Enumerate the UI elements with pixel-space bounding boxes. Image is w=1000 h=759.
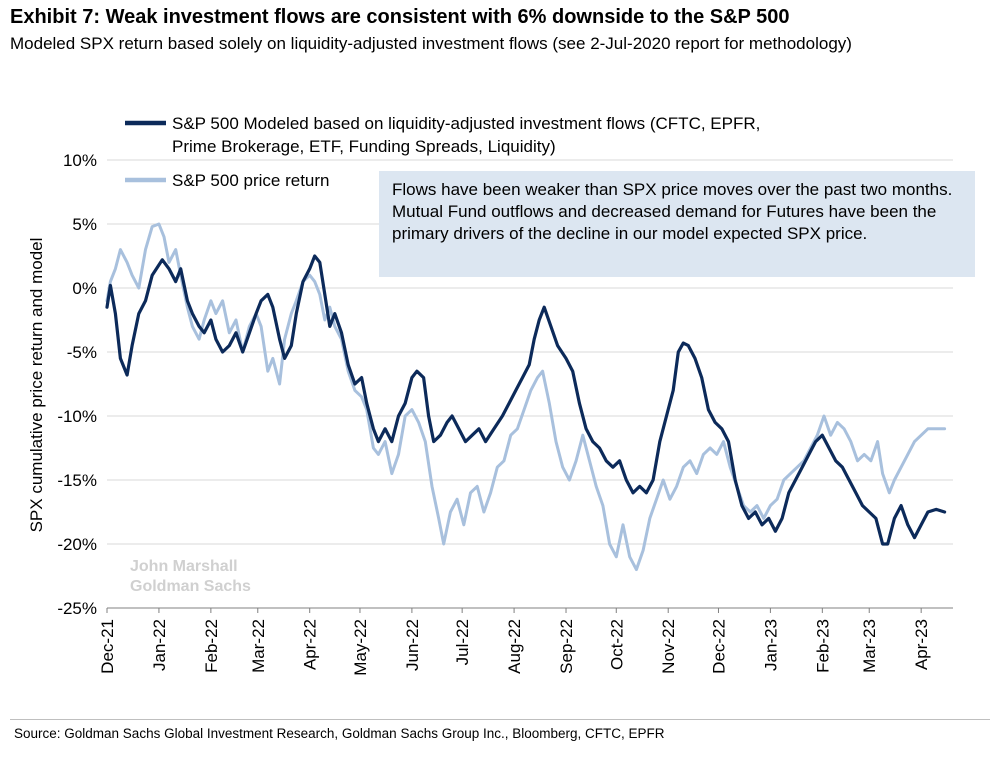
y-tick-label: 5% [72, 215, 97, 234]
y-tick-label: -5% [67, 343, 97, 362]
x-tick-label: Jul-22 [453, 619, 472, 665]
x-tick-label: Aug-22 [505, 619, 524, 674]
chart-title: Exhibit 7: Weak investment flows are con… [10, 6, 790, 28]
x-tick-label: Mar-23 [860, 619, 879, 673]
x-tick-label: Feb-22 [202, 619, 221, 673]
legend: S&P 500 Modeled based on liquidity-adjus… [125, 114, 760, 190]
x-tick-label: Feb-23 [813, 619, 832, 673]
x-tick-labels: Dec-21 Jan-22 Feb-22 Mar-22 Apr-22 May-22 Jun-… [98, 608, 931, 676]
source-note: Source: Goldman Sachs Global Investment … [14, 726, 665, 741]
y-tick-label: -15% [57, 471, 97, 490]
x-tick-label: Nov-22 [659, 619, 678, 674]
x-tick-label: May-22 [351, 619, 370, 676]
legend-label-model-line2: Prime Brokerage, ETF, Funding Spreads, L… [172, 137, 556, 156]
series-price-line [105, 222, 947, 572]
x-tick-label: Jan-22 [150, 619, 169, 671]
y-tick-label: -20% [57, 535, 97, 554]
x-tick-label: Apr-23 [912, 619, 931, 670]
y-tick-label: 0% [72, 279, 97, 298]
x-tick-label: Mar-22 [249, 619, 268, 673]
source-divider [10, 719, 990, 720]
series-model-line [105, 254, 947, 546]
y-tick-label: -10% [57, 407, 97, 426]
series-lines [105, 222, 947, 572]
x-tick-label: Jan-23 [761, 619, 780, 671]
legend-label-price: S&P 500 price return [172, 171, 330, 190]
x-tick-label: Sep-22 [557, 619, 576, 674]
x-tick-label: Apr-22 [301, 619, 320, 670]
y-tick-label: 10% [63, 151, 97, 170]
chart-subtitle: Modeled SPX return based solely on liqui… [10, 34, 852, 53]
x-tick-label: Dec-21 [98, 619, 117, 674]
y-axis-label: SPX cumulative price return and model [27, 238, 46, 533]
watermark-line1: John Marshall [130, 558, 238, 575]
x-tick-label: Jun-22 [403, 619, 422, 671]
annotation-box: Flows have been weaker than SPX price mo… [379, 171, 975, 277]
x-tick-label: Dec-22 [709, 619, 728, 674]
y-tick-labels: -25% -20% -15% -10% -5% 0% 5% 10% [57, 151, 97, 618]
x-tick-label: Oct-22 [607, 619, 626, 670]
watermark: John Marshall Goldman Sachs [130, 558, 251, 595]
watermark-line2: Goldman Sachs [130, 578, 251, 595]
y-tick-label: -25% [57, 599, 97, 618]
legend-label-model-line1: S&P 500 Modeled based on liquidity-adjus… [172, 114, 760, 133]
